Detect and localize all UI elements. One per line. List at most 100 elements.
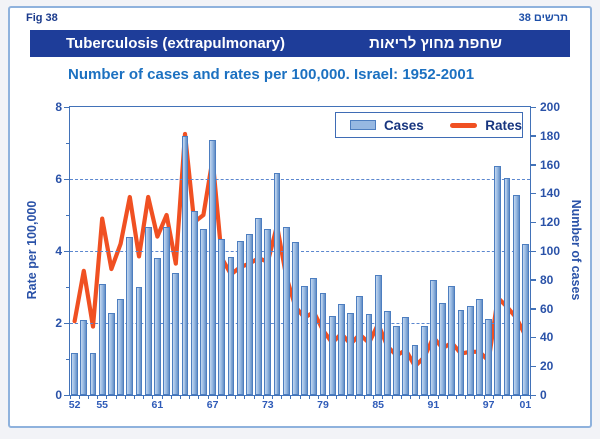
bar	[190, 210, 198, 395]
x-axis-tick	[345, 395, 347, 399]
right-axis-tick-label: 60	[540, 301, 554, 316]
bar	[89, 353, 97, 395]
bar	[181, 135, 189, 395]
x-axis-tick-label: 01	[519, 399, 532, 411]
x-axis-tick	[382, 395, 384, 399]
right-axis-tick-label: 140	[540, 186, 561, 201]
x-axis-tick	[299, 395, 301, 399]
gridline	[70, 323, 530, 324]
x-axis-tick-label: 61	[151, 399, 164, 411]
legend-cases-label: Cases	[383, 117, 424, 133]
left-axis-tick	[64, 106, 70, 108]
x-axis-tick-label: 97	[482, 399, 495, 411]
bar	[282, 226, 290, 395]
x-axis-tick	[529, 395, 531, 399]
left-axis-tick	[64, 394, 70, 396]
right-axis-tick-label: 200	[540, 100, 561, 114]
legend-rates-label: Rates	[485, 117, 522, 133]
x-axis-tick	[465, 395, 467, 399]
bar	[429, 279, 437, 395]
x-axis-tick	[391, 395, 393, 399]
x-axis-tick	[373, 395, 375, 399]
x-axis-tick-label: 73	[261, 399, 274, 411]
bar	[457, 310, 465, 395]
chart-title-english: Tuberculosis (extrapulmonary)	[66, 35, 285, 52]
right-axis-tick-label: 80	[540, 272, 554, 287]
right-axis-tick-label: 100	[540, 244, 561, 258]
x-axis-tick	[124, 395, 126, 399]
bar	[356, 295, 364, 395]
x-axis-tick	[354, 395, 356, 399]
bar	[144, 226, 152, 395]
x-axis-tick	[78, 395, 80, 399]
bar	[328, 315, 336, 395]
bar	[245, 233, 253, 395]
left-axis-tick	[64, 250, 70, 252]
x-axis-tick-label: 55	[96, 399, 109, 411]
bar	[439, 302, 447, 395]
bar	[466, 305, 474, 395]
x-axis-tick	[336, 395, 338, 399]
bar	[135, 287, 143, 395]
x-axis-tick	[290, 395, 292, 399]
left-axis-tick	[64, 322, 70, 324]
rates-swatch-icon	[449, 122, 478, 128]
x-axis-tick	[363, 395, 365, 399]
x-axis-tick	[69, 395, 71, 399]
x-axis-tick-label: 79	[317, 399, 329, 411]
bar	[337, 304, 345, 395]
bar	[402, 317, 410, 395]
bar	[448, 285, 456, 395]
left-axis-minor-tick	[66, 358, 70, 360]
x-axis-tick	[474, 395, 476, 399]
x-axis-tick	[327, 395, 329, 399]
bar	[227, 256, 235, 395]
right-axis-tick-label: 20	[540, 359, 554, 374]
x-axis-tick	[179, 395, 181, 399]
x-axis-tick	[87, 395, 89, 399]
x-axis-tick	[271, 395, 273, 399]
x-axis-tick	[419, 395, 421, 399]
right-axis-tick	[530, 106, 536, 108]
x-axis-tick	[189, 395, 191, 399]
bar	[255, 217, 263, 395]
bar	[218, 239, 226, 395]
right-axis-tick-label: 160	[540, 157, 561, 172]
bar	[420, 325, 428, 395]
x-axis-tick-label: 85	[372, 399, 385, 411]
right-axis-tick	[530, 221, 536, 224]
bar	[310, 278, 318, 395]
bar	[153, 258, 161, 395]
fig-label-en: Fig 38	[26, 12, 58, 24]
right-axis-tick	[530, 394, 536, 396]
left-axis-minor-tick	[66, 142, 70, 144]
right-axis-tick	[530, 192, 536, 195]
x-axis-tick-label: 52	[68, 399, 81, 411]
x-axis-tick	[492, 395, 494, 399]
right-axis-tick	[530, 336, 536, 339]
bar	[494, 166, 502, 395]
fig-label-he: תרשים 38	[518, 12, 568, 24]
x-axis-tick	[437, 395, 439, 399]
left-axis-tick-label: 6	[55, 172, 62, 186]
bar	[383, 311, 391, 395]
x-axis-tick	[262, 395, 264, 399]
gridline	[70, 179, 530, 180]
x-axis-tick	[235, 395, 237, 399]
bar	[301, 285, 309, 395]
right-axis-tick	[530, 308, 536, 310]
x-axis-tick	[428, 395, 430, 399]
cases-swatch-icon	[350, 120, 376, 130]
x-axis-tick	[152, 395, 154, 399]
plot-area: Cases Rates 0 2 4 6 8 0 20 40 60 80 100 120 140 160 18…	[55, 100, 560, 411]
right-axis-tick-label: 40	[540, 330, 554, 345]
left-axis-tick	[64, 178, 70, 180]
left-axis-minor-tick	[66, 286, 70, 288]
left-axis-tick-label: 8	[55, 100, 62, 114]
x-axis-tick	[216, 395, 218, 399]
bar	[172, 272, 180, 395]
x-axis-tick	[161, 395, 163, 399]
bar	[71, 353, 79, 395]
x-axis-tick	[409, 395, 411, 399]
chart-subtitle: Number of cases and rates per 100,000. I…	[68, 66, 475, 83]
